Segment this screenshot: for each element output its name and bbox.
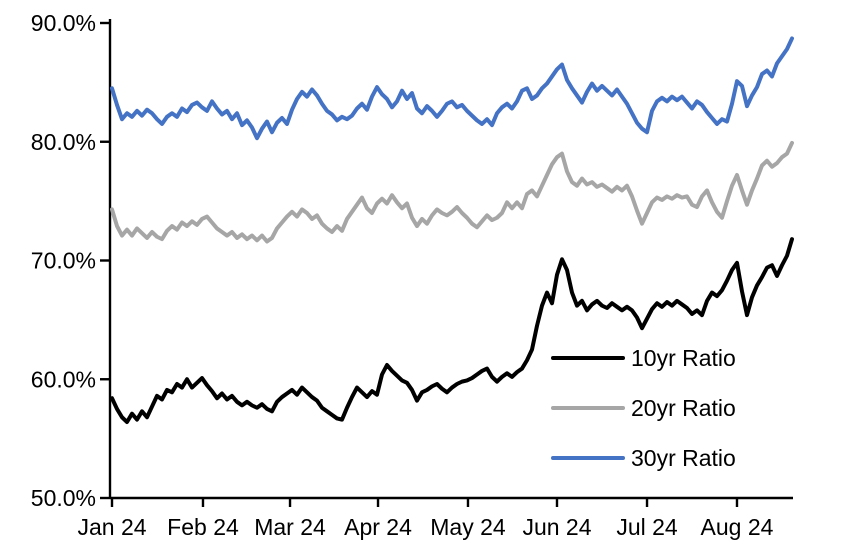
legend-label-30yr: 30yr Ratio xyxy=(631,445,736,471)
x-tick-label: Aug 24 xyxy=(701,514,774,540)
series-line-30yr xyxy=(110,36,794,141)
y-tick-label: 60.0% xyxy=(31,366,96,392)
x-tick-label: May 24 xyxy=(430,514,506,540)
y-tick-label: 90.0% xyxy=(31,10,96,36)
x-tick-label: Feb 24 xyxy=(167,514,239,540)
legend-label-10yr: 10yr Ratio xyxy=(631,345,736,371)
x-tick-label: Mar 24 xyxy=(254,514,326,540)
x-tick-label: Apr 24 xyxy=(344,514,412,540)
y-tick-label: 70.0% xyxy=(31,248,96,274)
series-line-20yr xyxy=(110,140,794,244)
x-tick-label: Jan 24 xyxy=(77,514,146,540)
y-tick-label: 80.0% xyxy=(31,129,96,155)
legend-label-20yr: 20yr Ratio xyxy=(631,395,736,421)
x-tick-label: Jun 24 xyxy=(522,514,591,540)
y-tick-label: 50.0% xyxy=(31,485,96,511)
x-tick-label: Jul 24 xyxy=(616,514,678,540)
series-line-10yr xyxy=(110,237,794,424)
